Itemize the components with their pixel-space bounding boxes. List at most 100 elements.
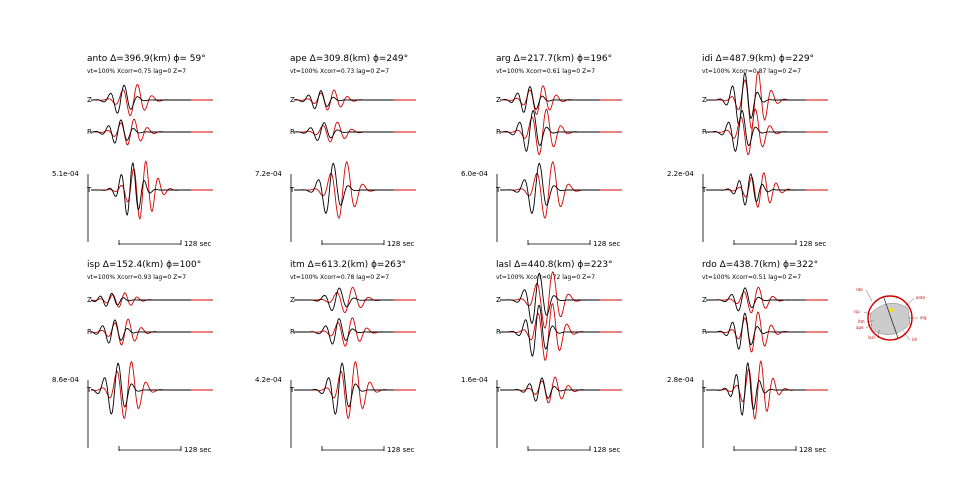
time-scale-bar <box>733 240 797 245</box>
observed-trace-z <box>90 292 191 307</box>
amplitude-label: 5.1e-04 <box>52 170 79 178</box>
component-label-t: T <box>701 386 707 394</box>
time-scale-bar <box>527 446 591 451</box>
beachball-station-label: lasl <box>868 335 875 340</box>
time-scale-bar <box>733 446 797 451</box>
observed-trace-z <box>706 72 806 126</box>
station-panel-itm: itm Δ=613.2(km) ϕ=263° vt=100% Xcorr=0.78… <box>255 260 416 454</box>
time-scale-bar <box>321 240 385 245</box>
observed-trace-r <box>706 109 806 153</box>
nodal-plane <box>883 297 899 339</box>
time-scale-label: 128 sec <box>799 240 827 248</box>
observed-trace-t <box>500 162 600 215</box>
observed-trace-z <box>706 287 806 312</box>
amplitude-label: 8.6e-04 <box>52 376 79 384</box>
amplitude-label: 4.2e-04 <box>255 376 282 384</box>
time-scale-label: 128 sec <box>387 446 415 454</box>
time-scale-bar <box>118 446 182 451</box>
observed-trace-r <box>90 319 191 344</box>
fit-info: vt=100% Xcorr=0.93 lag=0 Z=7 <box>87 274 186 281</box>
synthetic-trace-z <box>706 70 828 130</box>
beachball-station-label: idi <box>912 337 917 342</box>
synthetic-trace-t <box>90 360 213 419</box>
station-panel-ape: ape Δ=309.8(km) ϕ=249° vt=100% Xcorr=0.73… <box>255 54 416 248</box>
synthetic-trace-r <box>706 108 828 156</box>
component-label-t: T <box>86 386 92 394</box>
component-label-t: T <box>495 186 501 194</box>
observed-trace-t <box>500 377 600 402</box>
observed-trace-z <box>293 90 394 110</box>
component-label-z: Z <box>702 296 707 304</box>
time-scale-bar <box>527 240 591 245</box>
synthetic-trace-r <box>706 311 828 353</box>
component-label-t: T <box>86 186 92 194</box>
amplitude-label: 2.2e-04 <box>667 170 694 178</box>
component-label-t: T <box>495 386 501 394</box>
time-scale-label: 128 sec <box>593 446 621 454</box>
component-label-r: R <box>496 328 501 336</box>
fit-info: vt=100% Xcorr=0.87 lag=0 Z=7 <box>702 68 801 75</box>
time-scale-label: 128 sec <box>593 240 621 248</box>
station-title: lasl Δ=440.8(km) ϕ=223° <box>496 260 613 270</box>
time-scale-label: 128 sec <box>184 240 212 248</box>
time-scale-label: 128 sec <box>184 446 212 454</box>
beachball-station-label: anto <box>916 295 926 300</box>
observed-trace-r <box>706 312 806 350</box>
observed-trace-t <box>706 361 806 416</box>
observed-trace-z <box>499 85 600 113</box>
station-panel-rdo: rdo Δ=438.7(km) ϕ=322° vt=100% Xcorr=0.51… <box>667 260 828 454</box>
component-label-r: R <box>496 128 501 136</box>
component-label-z: Z <box>290 296 295 304</box>
beachball-station-label: ape <box>856 325 864 330</box>
fit-info: vt=100% Xcorr=0.78 lag=0 Z=7 <box>290 274 389 281</box>
synthetic-trace-z <box>294 89 416 111</box>
observed-trace-z <box>294 287 394 311</box>
station-panel-arg: arg Δ=217.7(km) ϕ=196° vt=100% Xcorr=0.61… <box>461 54 622 248</box>
synthetic-trace-t <box>706 171 828 209</box>
observed-trace-t <box>294 162 394 215</box>
component-label-t: T <box>289 386 295 394</box>
observed-trace-r <box>91 119 191 144</box>
station-panels: anto Δ=396.9(km) ϕ= 59° vt=100% Xcorr=0.7… <box>52 54 828 454</box>
time-scale-label: 128 sec <box>799 446 827 454</box>
station-title: itm Δ=613.2(km) ϕ=263° <box>290 260 406 270</box>
component-label-r: R <box>702 128 707 136</box>
station-title: anto Δ=396.9(km) ϕ= 59° <box>87 54 206 64</box>
station-panel-lasl: lasl Δ=440.8(km) ϕ=223° vt=100% Xcorr=0.7… <box>461 260 622 454</box>
observed-trace-t <box>91 161 191 216</box>
observed-trace-r <box>500 304 600 357</box>
p-axis-icon <box>889 308 893 312</box>
observed-trace-r <box>294 122 394 141</box>
beachball-station-label: itm <box>858 319 865 324</box>
time-scale-bar <box>321 446 385 451</box>
component-label-r: R <box>87 128 92 136</box>
synthetic-trace-t <box>294 161 416 219</box>
station-title: rdo Δ=438.7(km) ϕ=322° <box>702 260 818 270</box>
amplitude-label: 1.6e-04 <box>461 376 488 384</box>
station-title: ape Δ=309.8(km) ϕ=249° <box>290 54 408 64</box>
observed-trace-r <box>500 109 600 152</box>
amplitude-label: 2.8e-04 <box>667 376 694 384</box>
amplitude-label: 6.0e-04 <box>461 170 488 178</box>
synthetic-trace-t <box>294 361 416 420</box>
beachball-station-label: isp <box>854 309 860 314</box>
station-title: isp Δ=152.4(km) ϕ=100° <box>87 260 201 270</box>
time-scale-label: 128 sec <box>387 240 415 248</box>
observed-trace-t <box>90 362 191 415</box>
component-label-z: Z <box>87 96 92 104</box>
component-label-z: Z <box>496 296 501 304</box>
station-panel-idi: idi Δ=487.9(km) ϕ=229° vt=100% Xcorr=0.87… <box>667 54 828 248</box>
beachball-station-label: arg <box>920 315 927 320</box>
component-label-r: R <box>290 328 295 336</box>
component-label-r: R <box>87 328 92 336</box>
observed-trace-z <box>500 272 600 325</box>
component-label-t: T <box>289 186 295 194</box>
station-panel-anto: anto Δ=396.9(km) ϕ= 59° vt=100% Xcorr=0.7… <box>52 54 213 248</box>
observed-trace-t <box>706 173 806 206</box>
synthetic-trace-t <box>706 359 828 421</box>
synthetic-trace-t <box>500 161 622 219</box>
amplitude-label: 7.2e-04 <box>255 170 282 178</box>
station-title: arg Δ=217.7(km) ϕ=196° <box>496 54 612 64</box>
component-label-z: Z <box>496 96 501 104</box>
